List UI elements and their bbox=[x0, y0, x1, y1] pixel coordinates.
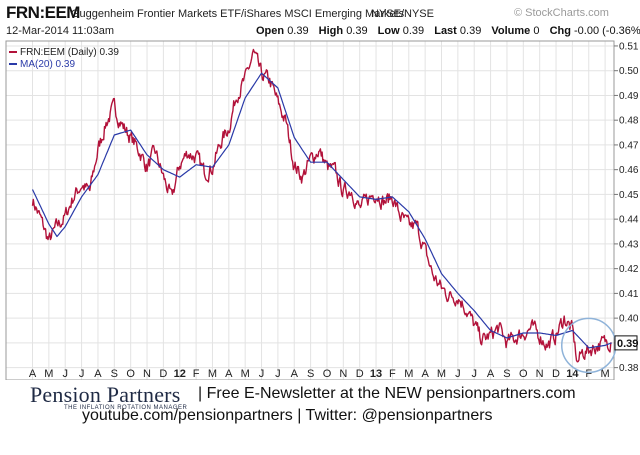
y-tick-label: 0.38 bbox=[619, 363, 639, 374]
exchange-label: NYSE/NYSE bbox=[371, 8, 434, 20]
last-value-box bbox=[614, 335, 638, 351]
y-tick-label: 0.51 bbox=[619, 41, 639, 52]
x-tick-label: F bbox=[389, 368, 396, 380]
legend-label-ma: MA(20) 0.39 bbox=[20, 59, 75, 70]
x-tick-label: F bbox=[585, 368, 592, 380]
price-series-line bbox=[31, 48, 612, 363]
x-axis: A M J J A S O N D 12 F M A M J J A S O N D 13 F M A M J J A S O N D 14 F M bbox=[29, 368, 610, 380]
pension-partners-logo: Pension Partners bbox=[30, 382, 181, 407]
x-tick-label: D bbox=[356, 368, 364, 380]
social-links-text: youtube.com/pensionpartners | Twitter: @… bbox=[82, 407, 493, 424]
x-tick-label: S bbox=[503, 368, 510, 380]
legend-label-price: FRN:EEM (Daily) 0.39 bbox=[20, 47, 119, 58]
chg-value: -0.00 (-0.36%) bbox=[574, 25, 640, 37]
x-tick-label: O bbox=[519, 368, 528, 380]
x-tick-label: M bbox=[241, 368, 250, 380]
y-axis: 0.38 0.39 0.40 0.41 0.42 0.43 0.44 0.45 0.46 0.47… bbox=[614, 41, 639, 374]
footer-banner: Pension Partners THE INFLATION ROTATION … bbox=[0, 380, 640, 455]
x-tick-label: J bbox=[455, 368, 461, 380]
x-tick-label: A bbox=[291, 368, 299, 380]
x-tick-label: S bbox=[111, 368, 118, 380]
x-tick-label: O bbox=[323, 368, 332, 380]
high-value: 0.39 bbox=[346, 25, 368, 37]
open-value: 0.39 bbox=[287, 25, 309, 37]
ohlc-readout: Open 0.39 High 0.39 Low 0.39 Last 0.39 V… bbox=[256, 25, 640, 37]
x-tick-label: A bbox=[421, 368, 429, 380]
x-tick-label: J bbox=[62, 368, 68, 380]
x-tick-label: S bbox=[307, 368, 314, 380]
y-tick-label: 0.45 bbox=[619, 190, 639, 201]
x-tick-label: A bbox=[94, 368, 102, 380]
x-tick-label: M bbox=[601, 368, 610, 380]
x-tick-label: A bbox=[487, 368, 495, 380]
ma-series-line bbox=[31, 72, 612, 349]
x-tick-label: 13 bbox=[370, 368, 382, 380]
newsletter-text: | Free E-Newsletter at the NEW pensionpa… bbox=[198, 385, 576, 402]
price-chart: 0.38 0.39 0.40 0.41 0.42 0.43 0.44 0.45 0.46 0.47… bbox=[5, 40, 639, 380]
x-tick-label: M bbox=[404, 368, 413, 380]
x-tick-label: M bbox=[44, 368, 53, 380]
x-tick-label: O bbox=[126, 368, 135, 380]
x-tick-label: M bbox=[208, 368, 217, 380]
x-tick-label: J bbox=[275, 368, 281, 380]
x-tick-label: 14 bbox=[566, 368, 579, 380]
y-tick-label: 0.44 bbox=[619, 215, 639, 226]
x-tick-label: J bbox=[259, 368, 265, 380]
x-tick-label: 12 bbox=[174, 368, 186, 380]
x-tick-label: A bbox=[29, 368, 37, 380]
chart-symbol: FRN:EEM bbox=[6, 3, 80, 22]
x-tick-label: D bbox=[552, 368, 560, 380]
low-label: Low bbox=[377, 25, 400, 37]
last-label: Last bbox=[434, 25, 457, 37]
high-label: High bbox=[318, 25, 344, 37]
last-value: 0.39 bbox=[459, 25, 482, 37]
x-tick-label: A bbox=[225, 368, 233, 380]
x-tick-label: F bbox=[193, 368, 200, 380]
y-tick-label: 0.50 bbox=[619, 66, 639, 77]
y-tick-label: 0.46 bbox=[619, 165, 639, 176]
low-value: 0.39 bbox=[402, 25, 425, 37]
volume-label: Volume bbox=[491, 25, 531, 37]
plot-frame bbox=[5, 40, 615, 380]
chg-label: Chg bbox=[549, 25, 571, 37]
logo-tagline: THE INFLATION ROTATION MANAGER bbox=[64, 405, 188, 411]
brand-watermark: © StockCharts.com bbox=[514, 7, 609, 19]
chart-grid bbox=[6, 41, 614, 380]
chart-legend: FRN:EEM (Daily) 0.39 MA(20) 0.39 bbox=[9, 47, 119, 70]
x-tick-label: M bbox=[437, 368, 446, 380]
x-tick-label: J bbox=[471, 368, 477, 380]
volume-value: 0 bbox=[533, 25, 540, 37]
security-name: Guggenheim Frontier Markets ETF/iShares … bbox=[71, 8, 405, 20]
x-tick-label: N bbox=[143, 368, 151, 380]
open-label: Open bbox=[256, 25, 285, 37]
x-tick-label: J bbox=[79, 368, 85, 380]
x-tick-label: N bbox=[339, 368, 347, 380]
last-value-text: 0.39 bbox=[617, 338, 638, 350]
y-tick-label: 0.42 bbox=[619, 264, 639, 275]
y-tick-label: 0.41 bbox=[619, 289, 639, 300]
last-value-tag: 0.39 bbox=[614, 335, 638, 351]
y-tick-label: 0.47 bbox=[619, 140, 639, 151]
x-tick-label: N bbox=[536, 368, 544, 380]
y-tick-label: 0.49 bbox=[619, 91, 639, 102]
y-tick-label: 0.40 bbox=[619, 314, 639, 325]
x-tick-label: D bbox=[159, 368, 167, 380]
chart-date: 12-Mar-2014 11:03am bbox=[6, 25, 115, 37]
y-tick-label: 0.48 bbox=[619, 116, 639, 127]
y-tick-label: 0.43 bbox=[619, 239, 639, 250]
